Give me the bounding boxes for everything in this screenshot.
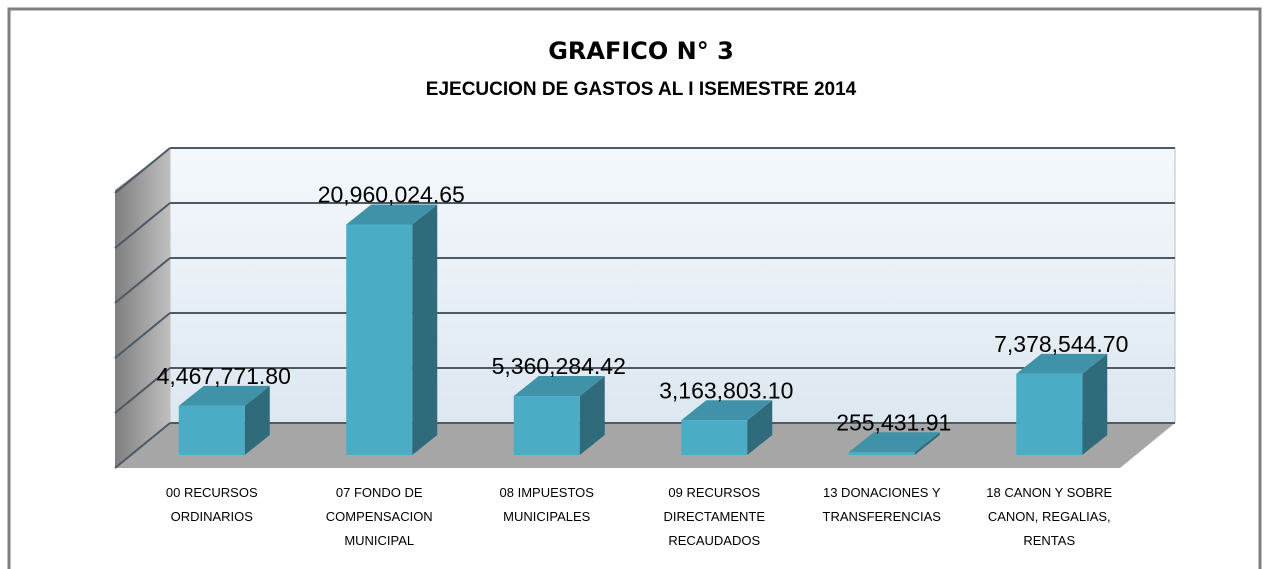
chart-subtitle: EJECUCION DE GASTOS AL I ISEMESTRE 2014	[426, 79, 857, 100]
grid-line-side	[114, 147, 171, 194]
side-wall	[115, 148, 170, 468]
value-label: 7,378,544.70	[994, 331, 1128, 357]
bar-side	[747, 400, 773, 455]
value-label: 20,960,024.65	[318, 182, 465, 208]
value-label: 255,431.91	[836, 409, 951, 435]
bar-top	[1016, 353, 1108, 374]
bar	[848, 452, 915, 455]
x-tick-label: 07 FONDO DE COMPENSACION MUNICIPAL	[325, 485, 433, 548]
bar	[1016, 373, 1083, 455]
x-tick-label: 00 RECURSOS ORDINARIOS	[165, 485, 258, 524]
value-label: 4,467,771.80	[157, 363, 291, 389]
bar-side	[244, 385, 270, 455]
chart-title: GRAFICO N° 3	[548, 37, 734, 65]
x-tick-label: 13 DONACIONES Y TRANSFERENCIAS	[822, 485, 941, 524]
bar-side	[1082, 353, 1108, 455]
grid-line-side	[114, 422, 171, 469]
x-tick-label: 08 IMPUESTOS MUNICIPALES	[499, 485, 594, 524]
bar-side	[412, 204, 438, 455]
bar	[681, 420, 748, 455]
bar-top	[513, 376, 605, 397]
value-label: 3,163,803.10	[659, 377, 793, 403]
x-tick-label: 18 CANON Y SOBRE CANON, REGALIAS, RENTAS	[986, 485, 1113, 548]
grid-line-side	[114, 312, 171, 359]
bar	[346, 224, 413, 455]
bar-side	[914, 432, 940, 455]
bar	[178, 405, 245, 455]
grid-line-side	[114, 367, 171, 414]
bar	[513, 396, 580, 455]
grid-line-side	[114, 202, 171, 249]
floor	[115, 423, 1175, 468]
bar-side	[579, 376, 605, 455]
value-label: 5,360,284.42	[492, 353, 626, 379]
bar-top	[178, 385, 270, 406]
x-tick-label: 09 RECURSOS DIRECTAMENTE RECAUDADOS	[663, 485, 766, 548]
bar-top	[681, 400, 773, 421]
bar-top	[848, 432, 940, 453]
grid-line-side	[114, 257, 171, 304]
bar-top	[346, 204, 438, 225]
